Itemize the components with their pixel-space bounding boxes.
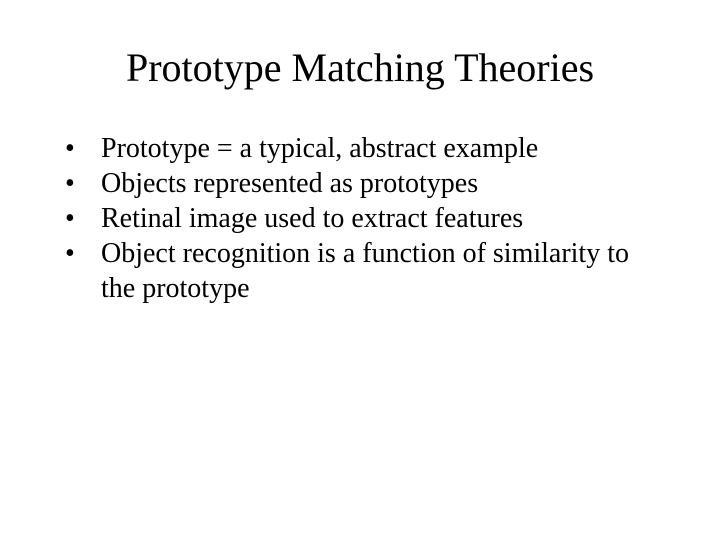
- list-item: • Retinal image used to extract features: [65, 201, 655, 236]
- bullet-icon: •: [65, 201, 75, 236]
- list-item-text: Object recognition is a function of simi…: [101, 238, 629, 304]
- bullet-icon: •: [65, 131, 75, 166]
- list-item-text: Objects represented as prototypes: [101, 168, 478, 199]
- list-item: • Objects represented as prototypes: [65, 166, 655, 201]
- bullet-icon: •: [65, 166, 75, 201]
- list-item-text: Prototype = a typical, abstract example: [101, 133, 538, 164]
- slide-title: Prototype Matching Theories: [55, 45, 665, 91]
- list-item: • Prototype = a typical, abstract exampl…: [65, 131, 655, 166]
- list-item: • Object recognition is a function of si…: [65, 236, 655, 306]
- bullet-icon: •: [65, 236, 75, 271]
- slide: Prototype Matching Theories • Prototype …: [0, 0, 720, 540]
- list-item-text: Retinal image used to extract features: [101, 203, 523, 234]
- bullet-list: • Prototype = a typical, abstract exampl…: [55, 131, 665, 306]
